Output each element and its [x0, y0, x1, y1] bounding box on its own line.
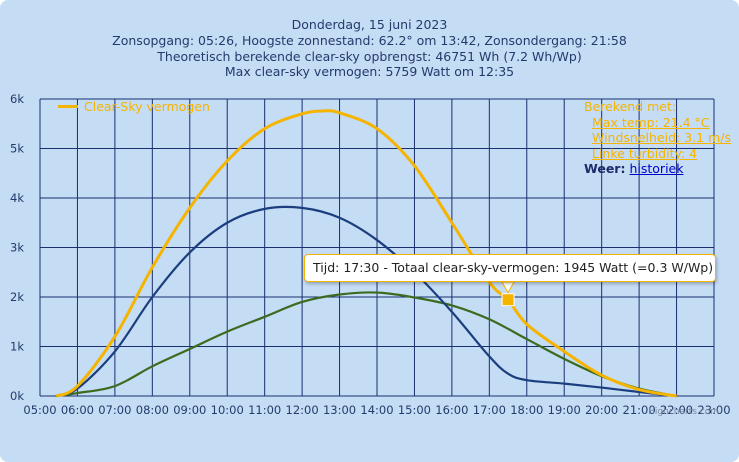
y-tick-label: 3k: [10, 241, 24, 255]
calc-info-max-temp-link[interactable]: Max temp: 21.4 °C: [592, 114, 710, 130]
x-tick-label: 15:00: [398, 403, 431, 417]
chart-subtitle-yield: Theoretisch berekende clear-sky opbrengs…: [157, 49, 582, 64]
x-tick-label: 09:00: [173, 403, 206, 417]
x-tick-label: 14:00: [360, 403, 393, 417]
legend-label: Clear-Sky vermogen: [84, 99, 210, 114]
x-tick-label: 07:00: [98, 403, 131, 417]
highlight-point-marker: [501, 293, 515, 307]
y-tick-label: 5k: [10, 142, 24, 156]
x-tick-label: 08:00: [136, 403, 169, 417]
weather-history-link[interactable]: historiek: [629, 161, 684, 176]
x-tick-label: 13:00: [323, 403, 356, 417]
x-tick-label: 23:00: [697, 403, 730, 417]
x-tick-label: 06:00: [61, 403, 94, 417]
x-tick-label: 05:00: [23, 403, 56, 417]
x-tick-label: 11:00: [248, 403, 281, 417]
y-tick-label: 0k: [10, 389, 24, 403]
legend-swatch: [58, 105, 78, 108]
weather-label: Weer:: [584, 161, 626, 176]
series-line-east: [55, 205, 677, 398]
chart-title: Donderdag, 15 juni 2023: [291, 17, 448, 32]
y-tick-label: 6k: [10, 92, 24, 106]
calc-info-panel: Berekend met: Max temp: 21.4 °C Windsnel…: [584, 99, 731, 177]
x-tick-label: 17:00: [473, 403, 506, 417]
tooltip-pointer: [501, 281, 515, 294]
y-tick-label: 1k: [10, 340, 24, 354]
x-tick-label: 20:00: [585, 403, 618, 417]
weather-row: Weer: historiek: [584, 161, 731, 177]
x-tick-label: 10:00: [211, 403, 244, 417]
chart-tooltip: Tijd: 17:30 - Totaal clear-sky-vermogen:…: [304, 254, 716, 282]
x-tick-label: 19:00: [548, 403, 581, 417]
series-line-west: [55, 291, 677, 398]
series-line-clear-sky-total: [55, 109, 677, 398]
x-tick-label: 21:00: [623, 403, 656, 417]
chart-subtitle-max: Max clear-sky vermogen: 5759 Watt om 12:…: [224, 64, 515, 79]
calc-info-turbidity-link[interactable]: Linke turbidity: 4: [592, 145, 698, 161]
y-tick-label: 4k: [10, 191, 24, 205]
x-tick-label: 16:00: [435, 403, 468, 417]
highcharts-credit[interactable]: Highcharts.com: [648, 407, 719, 417]
y-tick-label: 2k: [10, 290, 24, 304]
x-tick-label: 22:00: [660, 403, 693, 417]
x-tick-label: 18:00: [510, 403, 543, 417]
chart-subtitle-sun: Zonsopgang: 05:26, Hoogste zonnestand: 6…: [112, 33, 627, 48]
legend-item-clear-sky[interactable]: Clear-Sky vermogen: [58, 99, 210, 114]
calc-info-header: Berekend met:: [584, 99, 677, 114]
x-tick-label: 12:00: [286, 403, 319, 417]
calc-info-windspeed-link[interactable]: Windsnelheid: 3.1 m/s: [592, 130, 731, 145]
